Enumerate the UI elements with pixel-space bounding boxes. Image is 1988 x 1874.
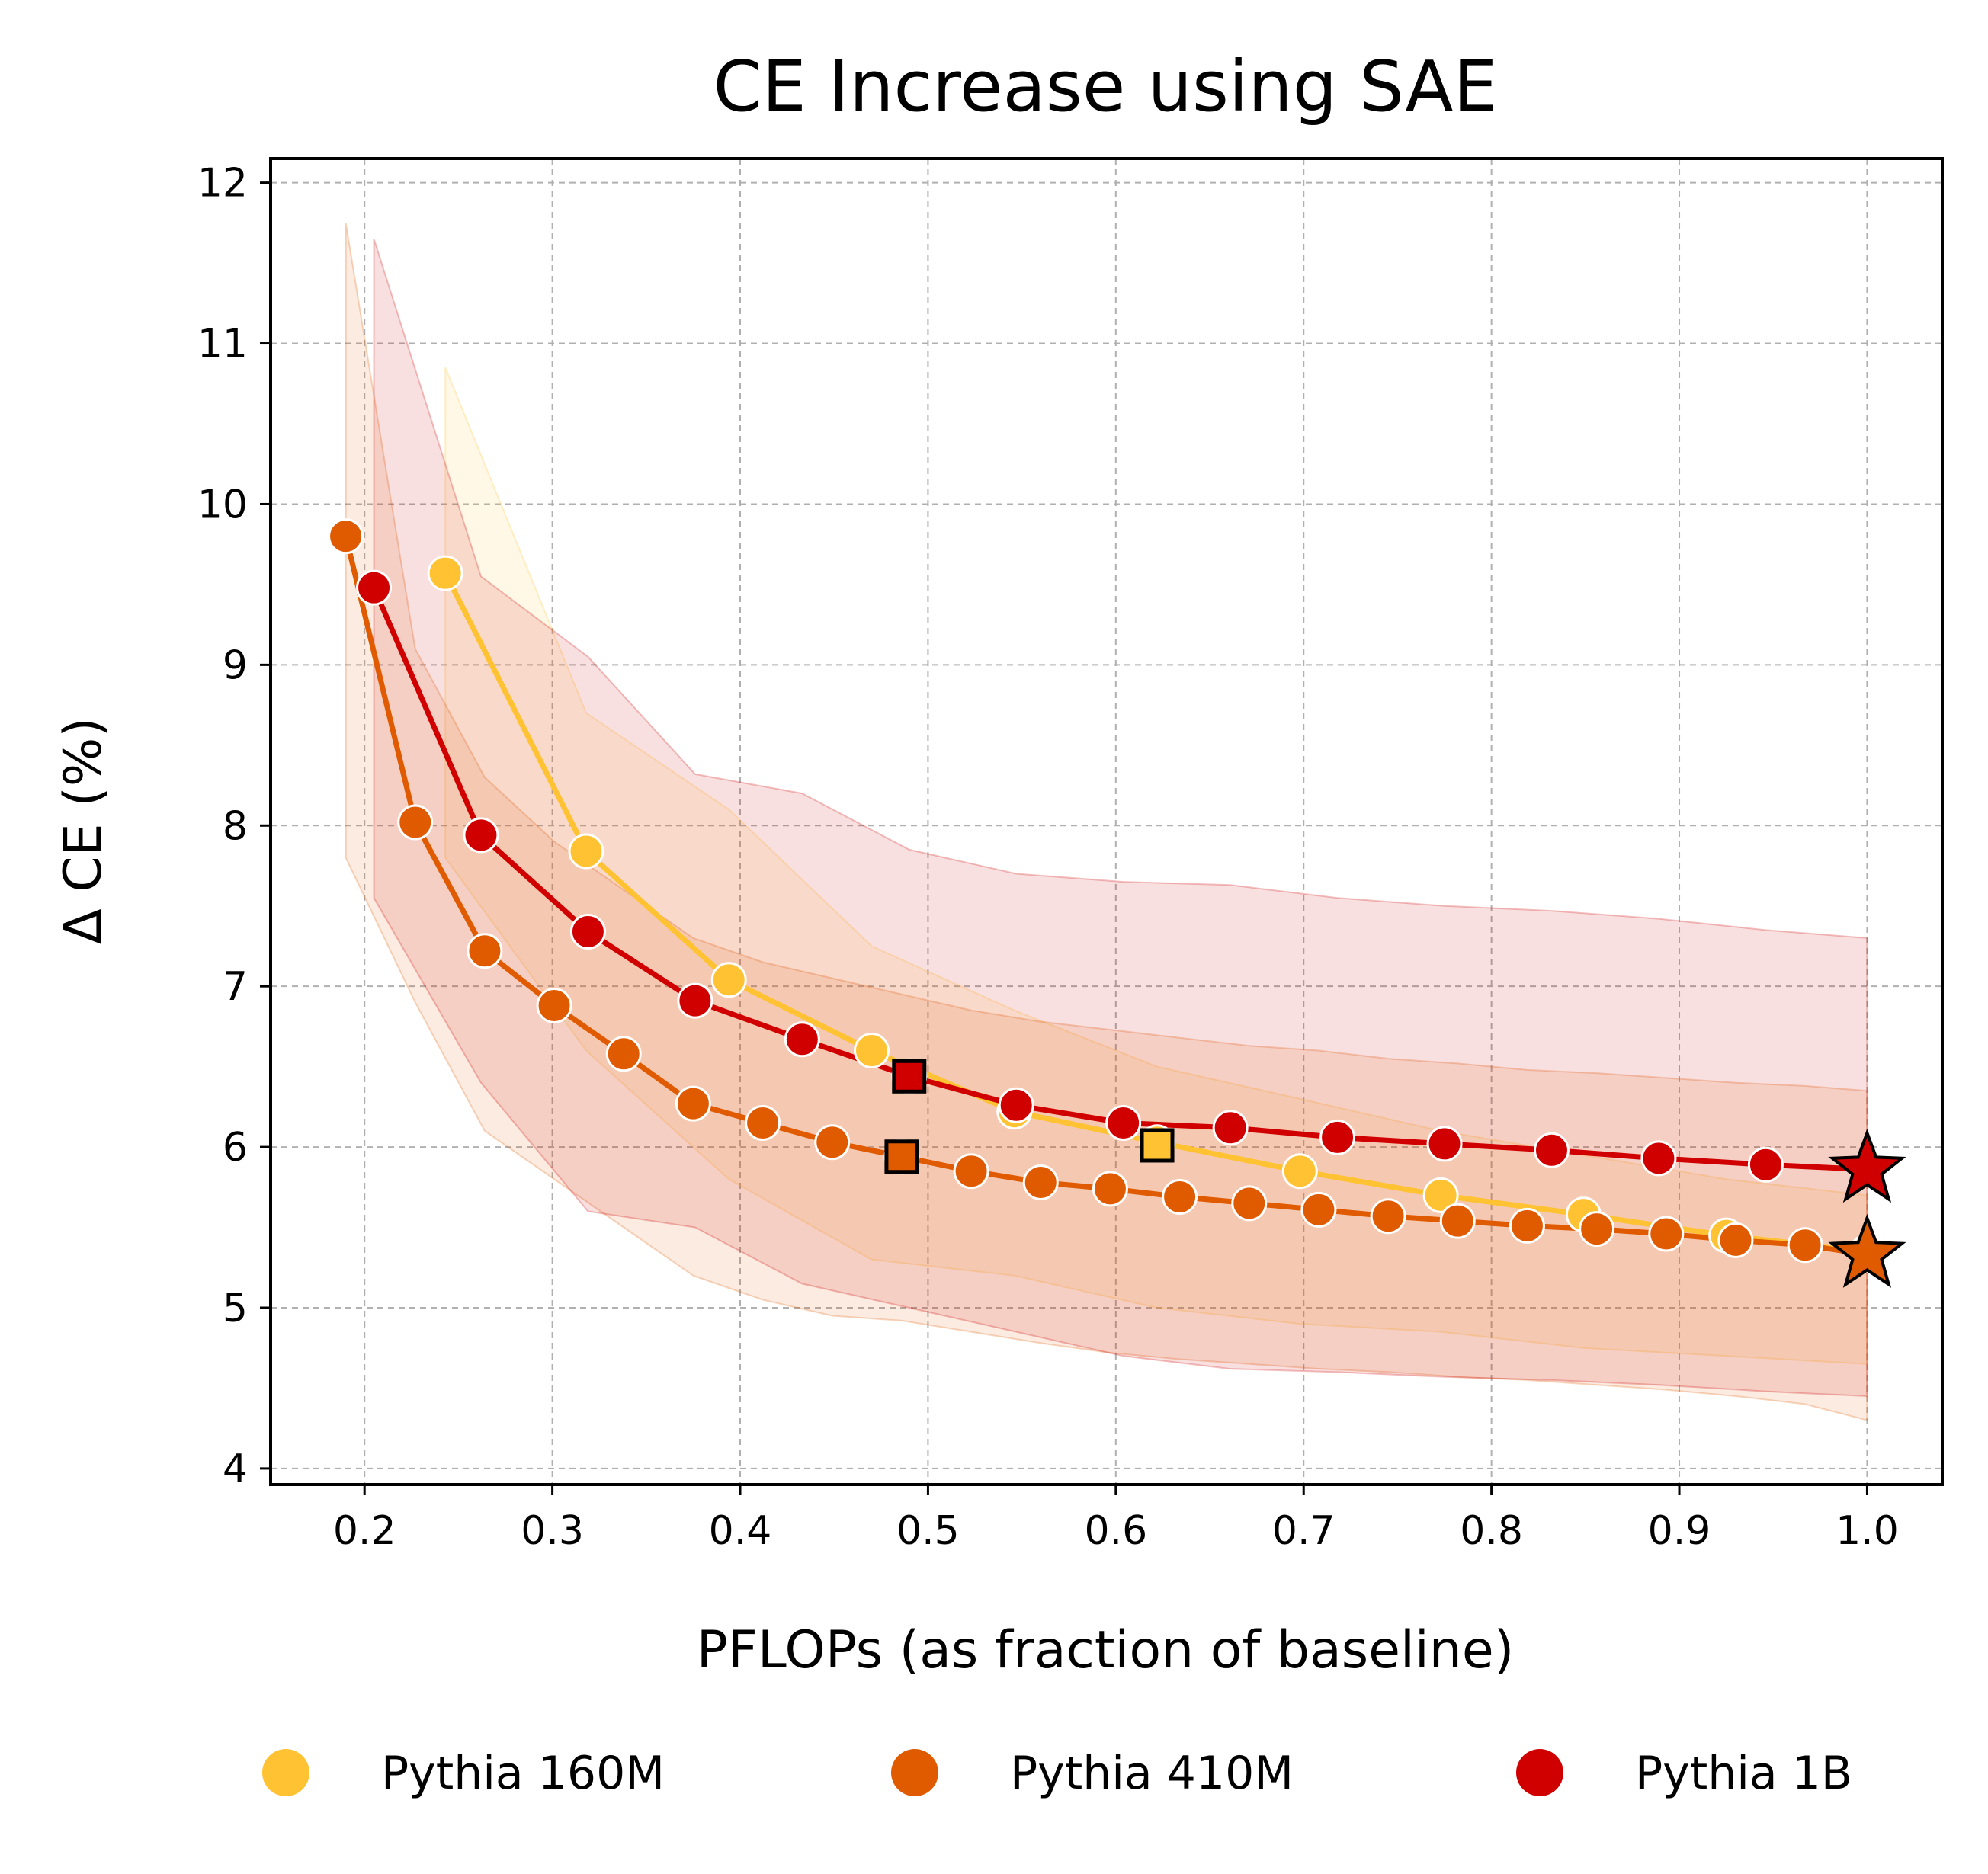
y-tick-label: 5: [223, 1286, 248, 1331]
data-point: [1439, 1203, 1476, 1239]
data-point: [1640, 1140, 1677, 1177]
data-point: [1747, 1146, 1784, 1183]
data-point: [1300, 1191, 1337, 1228]
highlight-square-marker: [1140, 1128, 1175, 1163]
x-tick-label: 0.3: [521, 1508, 584, 1554]
confidence-bands: [345, 223, 1868, 1421]
grid-lines: [271, 159, 1942, 1485]
confidence-band: [444, 367, 1868, 1365]
y-tick-label: 4: [223, 1446, 248, 1492]
data-point: [536, 987, 572, 1023]
x-tick-label: 0.4: [709, 1508, 772, 1554]
data-point: [677, 982, 713, 1019]
confidence-band: [345, 223, 1868, 1421]
data-point: [605, 1036, 642, 1072]
data-point: [397, 804, 434, 841]
data-point: [998, 1087, 1034, 1123]
x-tick-label: 0.5: [896, 1508, 960, 1554]
y-tick-label: 10: [197, 482, 248, 527]
x-tick-label: 0.7: [1272, 1508, 1335, 1554]
data-point: [814, 1124, 851, 1161]
highlight-square-marker: [892, 1059, 927, 1094]
chart-title: CE Increase using SAE: [713, 46, 1497, 127]
data-point: [1648, 1216, 1685, 1252]
data-point: [427, 555, 463, 591]
confidence-band: [373, 239, 1868, 1398]
data-point: [1579, 1211, 1615, 1248]
data-point: [463, 817, 499, 854]
highlight-markers: [884, 1059, 1906, 1288]
data-point: [675, 1085, 711, 1122]
data-point: [1212, 1110, 1249, 1146]
legend: Pythia 160M Pythia 410M Pythia 1B: [262, 1747, 1852, 1800]
data-point: [1092, 1171, 1128, 1207]
data-point: [568, 833, 604, 870]
data-point: [784, 1021, 820, 1058]
x-tick-label: 1.0: [1836, 1508, 1899, 1554]
x-tick-label: 0.6: [1084, 1508, 1147, 1554]
data-point: [1787, 1227, 1823, 1264]
data-point: [1509, 1207, 1545, 1244]
data-point: [1281, 1153, 1318, 1190]
data-point: [953, 1153, 989, 1190]
data-point: [356, 569, 393, 606]
legend-label: Pythia 160M: [381, 1747, 665, 1800]
data-point: [1231, 1185, 1268, 1222]
data-point: [467, 933, 503, 969]
data-point: [1422, 1177, 1459, 1213]
axis-ticks: 0.2 0.3 0.4 0.5 0.6 0.7 0.8 0.9 1.0 4 5 6 7 8 9 10 11 12: [197, 161, 1899, 1554]
y-tick-label: 6: [223, 1125, 248, 1171]
x-tick-label: 0.2: [333, 1508, 396, 1554]
x-tick-label: 0.8: [1460, 1508, 1523, 1554]
data-point: [1162, 1178, 1198, 1215]
legend-label: Pythia 410M: [1010, 1747, 1294, 1800]
y-tick-label: 12: [197, 161, 248, 207]
legend-label: Pythia 1B: [1635, 1747, 1852, 1800]
data-point: [1022, 1164, 1059, 1200]
legend-marker: [891, 1749, 938, 1796]
data-point: [1319, 1119, 1356, 1155]
data-point: [1717, 1222, 1754, 1258]
legend-marker: [1516, 1749, 1563, 1796]
data-point: [710, 962, 747, 998]
data-point: [328, 518, 364, 555]
data-point: [853, 1033, 890, 1069]
x-axis-label: PFLOPs (as fraction of baseline): [697, 1620, 1515, 1680]
x-tick-label: 0.9: [1648, 1508, 1711, 1554]
y-axis-label: Δ CE (%): [53, 717, 114, 944]
y-tick-label: 7: [223, 964, 248, 1010]
data-point: [1426, 1126, 1463, 1162]
legend-marker: [262, 1749, 309, 1796]
data-point: [1533, 1132, 1570, 1168]
baseline-star-marker: [1828, 1213, 1906, 1288]
y-tick-label: 9: [223, 642, 248, 688]
data-point: [569, 913, 606, 950]
data-point: [1105, 1104, 1142, 1141]
y-tick-label: 11: [197, 322, 248, 367]
y-tick-label: 8: [223, 803, 248, 849]
baseline-star-marker: [1828, 1128, 1906, 1203]
highlight-square-marker: [884, 1139, 919, 1174]
data-point: [1370, 1198, 1406, 1235]
data-point: [745, 1104, 781, 1141]
plot-frame: [269, 157, 1944, 1486]
